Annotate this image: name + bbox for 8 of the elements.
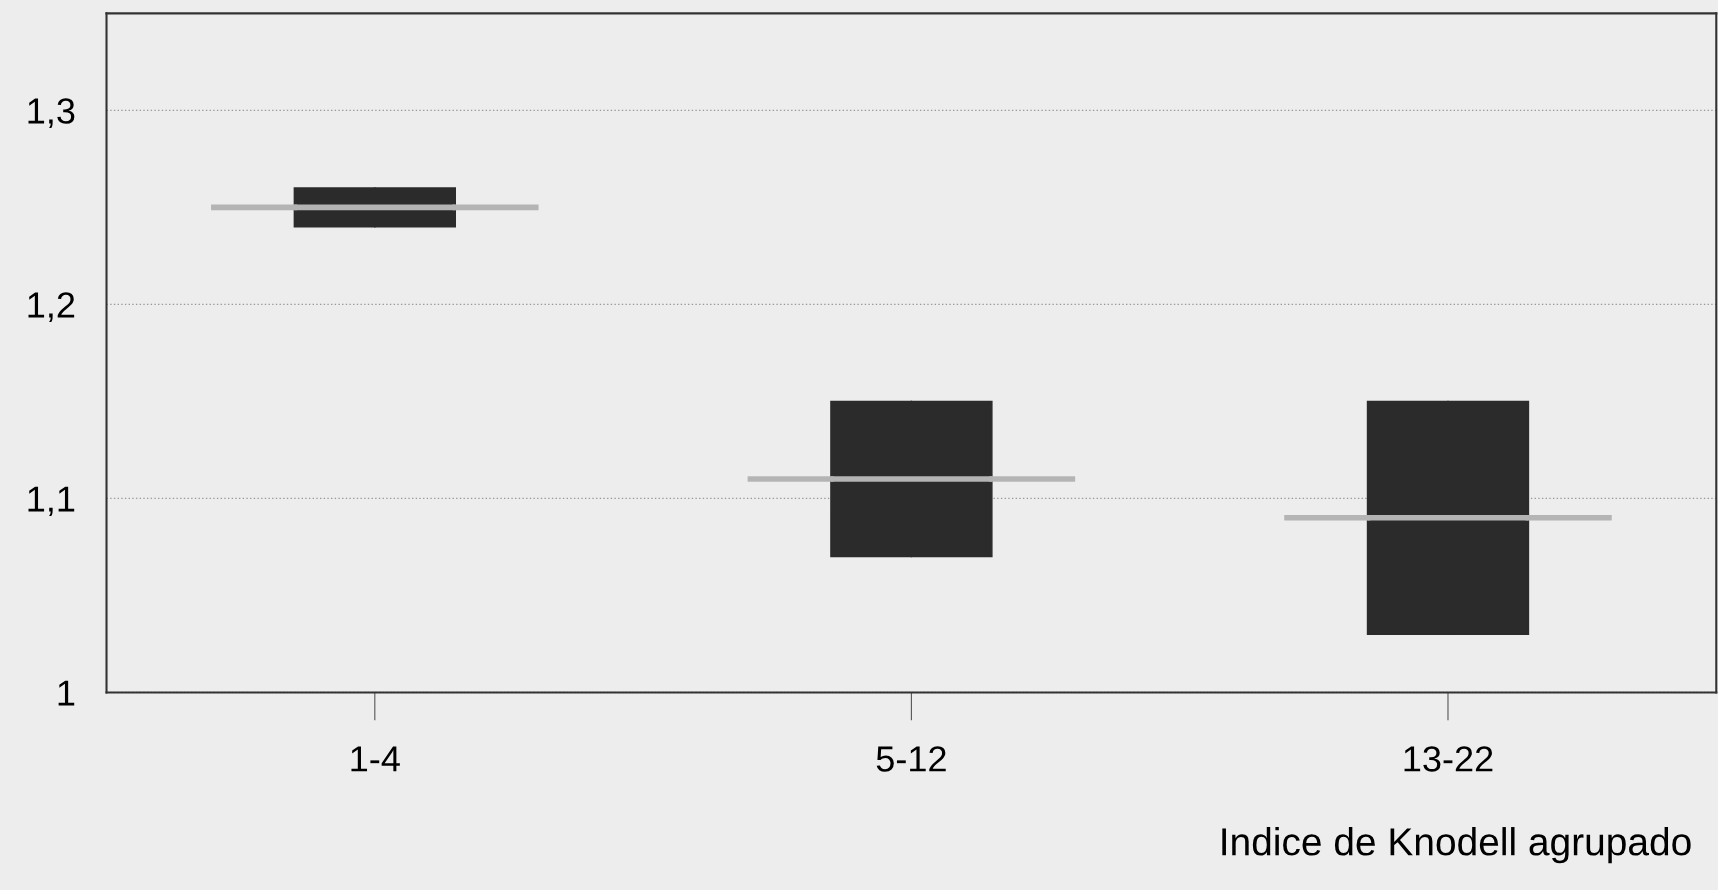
x-tick-label: 1-4 (351, 746, 400, 772)
y-tick-label: 1 (58, 680, 75, 706)
y-tick-label: 1,2 (28, 292, 75, 323)
x-tick-label: 5-12 (876, 746, 946, 772)
x-tick-label: 13-22 (1404, 746, 1493, 772)
y-tick-label: 1,1 (28, 486, 75, 517)
y-tick-label: 1,3 (28, 98, 75, 129)
x-axis-title: Indice de Knodell agrupado (1222, 827, 1691, 864)
